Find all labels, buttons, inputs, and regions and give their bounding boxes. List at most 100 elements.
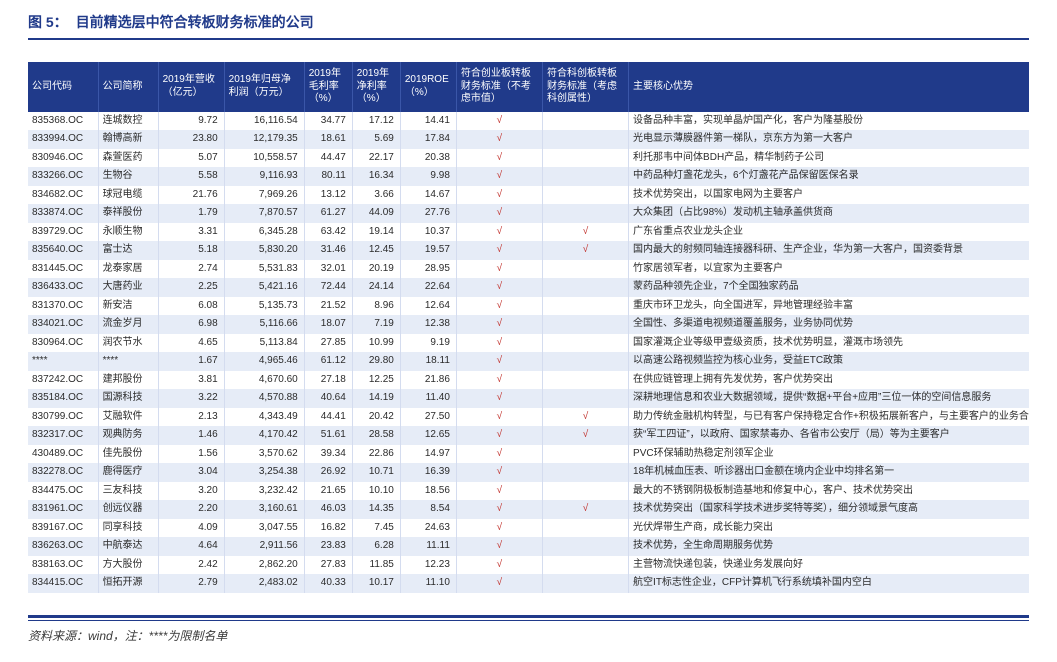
cell: 5,531.83: [224, 260, 304, 279]
cell: 观典防务: [98, 426, 158, 445]
cell: [542, 371, 628, 390]
cell: 9.98: [400, 167, 456, 186]
cell: 834682.OC: [28, 186, 98, 205]
cell: 4.64: [158, 537, 224, 556]
cell: 3.22: [158, 389, 224, 408]
cell: 10.71: [352, 463, 400, 482]
col-c0: 公司代码: [28, 62, 98, 112]
cell: 11.40: [400, 389, 456, 408]
table-row: 835368.OC连城数控9.7216,116.5434.7717.1214.4…: [28, 112, 1029, 131]
cell: 3.81: [158, 371, 224, 390]
cell: 4,343.49: [224, 408, 304, 427]
cell: [542, 186, 628, 205]
cell: 835640.OC: [28, 241, 98, 260]
cell: 61.27: [304, 204, 352, 223]
table-row: 831961.OC创远仪器2.203,160.6146.0314.358.54√…: [28, 500, 1029, 519]
cell: 9,116.93: [224, 167, 304, 186]
cell: 26.92: [304, 463, 352, 482]
cell: 63.42: [304, 223, 352, 242]
cell: 80.11: [304, 167, 352, 186]
cell: √: [456, 297, 542, 316]
cell: 61.12: [304, 352, 352, 371]
cell: 10.10: [352, 482, 400, 501]
cell: 1.56: [158, 445, 224, 464]
cell: 28.95: [400, 260, 456, 279]
cell: 17.12: [352, 112, 400, 131]
cell: 23.83: [304, 537, 352, 556]
cell: 839167.OC: [28, 519, 98, 538]
cell: 10.37: [400, 223, 456, 242]
cell: 21.86: [400, 371, 456, 390]
table-row: 831445.OC龙泰家居2.745,531.8332.0120.1928.95…: [28, 260, 1029, 279]
cell: 20.19: [352, 260, 400, 279]
cell: [542, 445, 628, 464]
cell: √: [456, 556, 542, 575]
cell: 12.38: [400, 315, 456, 334]
cell: ****: [98, 352, 158, 371]
cell: [542, 204, 628, 223]
cell: 大唐药业: [98, 278, 158, 297]
cell: 27.18: [304, 371, 352, 390]
cell: 18.56: [400, 482, 456, 501]
cell: 16.39: [400, 463, 456, 482]
cell: √: [542, 426, 628, 445]
cell: 32.01: [304, 260, 352, 279]
cell: 利托那韦中间体BDH产品，精华制药子公司: [629, 149, 1029, 168]
table-row: 839167.OC同享科技4.093,047.5516.827.4524.63√…: [28, 519, 1029, 538]
cell: 以高速公路视频监控为核心业务，受益ETC政策: [629, 352, 1029, 371]
cell: 22.86: [352, 445, 400, 464]
cell: 2.20: [158, 500, 224, 519]
cell: 竹家居领军者，以宜家为主要客户: [629, 260, 1029, 279]
cell: 6.08: [158, 297, 224, 316]
cell: 光电显示薄膜器件第一梯队，京东方为第一大客户: [629, 130, 1029, 149]
cell: 430489.OC: [28, 445, 98, 464]
cell: 832317.OC: [28, 426, 98, 445]
cell: 18.07: [304, 315, 352, 334]
cell: [542, 519, 628, 538]
data-table: 公司代码公司简称2019年营收（亿元）2019年归母净利润（万元）2019年毛利…: [28, 62, 1029, 593]
cell: 3,047.55: [224, 519, 304, 538]
cell: 830799.OC: [28, 408, 98, 427]
col-c7: 符合创业板转板财务标准（不考虑市值）: [456, 62, 542, 112]
cell: 830946.OC: [28, 149, 98, 168]
footer-rule-thick: [28, 615, 1029, 618]
cell: 6.98: [158, 315, 224, 334]
cell: 44.47: [304, 149, 352, 168]
cell: 72.44: [304, 278, 352, 297]
cell: 833266.OC: [28, 167, 98, 186]
cell: [542, 352, 628, 371]
cell: 31.46: [304, 241, 352, 260]
cell: 建邦股份: [98, 371, 158, 390]
cell: [542, 315, 628, 334]
cell: √: [542, 223, 628, 242]
cell: 839729.OC: [28, 223, 98, 242]
cell: 831445.OC: [28, 260, 98, 279]
cell: 4,965.46: [224, 352, 304, 371]
data-table-wrap: 公司代码公司简称2019年营收（亿元）2019年归母净利润（万元）2019年毛利…: [28, 62, 1029, 593]
col-c1: 公司简称: [98, 62, 158, 112]
cell: √: [456, 241, 542, 260]
table-row: 832317.OC观典防务1.464,170.4251.6128.5812.65…: [28, 426, 1029, 445]
cell: 鹿得医疗: [98, 463, 158, 482]
cell: √: [456, 334, 542, 353]
cell: 国内最大的射频同轴连接器科研、生产企业，华为第一大客户，国资委背景: [629, 241, 1029, 260]
cell: 1.67: [158, 352, 224, 371]
cell: 2.25: [158, 278, 224, 297]
cell: 新安洁: [98, 297, 158, 316]
title-rule: [28, 38, 1029, 40]
cell: 40.64: [304, 389, 352, 408]
cell: 4,670.60: [224, 371, 304, 390]
cell: 重庆市环卫龙头，向全国进军，异地管理经验丰富: [629, 297, 1029, 316]
cell: √: [456, 130, 542, 149]
table-row: 833994.OC翰博高新23.8012,179.3518.615.6917.8…: [28, 130, 1029, 149]
table-row: 830946.OC森萱医药5.0710,558.5744.4722.1720.3…: [28, 149, 1029, 168]
cell: 16.34: [352, 167, 400, 186]
table-row: 836433.OC大唐药业2.255,421.1672.4424.1422.64…: [28, 278, 1029, 297]
cell: 6,345.28: [224, 223, 304, 242]
cell: 艾融软件: [98, 408, 158, 427]
cell: [542, 297, 628, 316]
cell: [542, 556, 628, 575]
cell: 富士达: [98, 241, 158, 260]
cell: 44.09: [352, 204, 400, 223]
cell: 8.54: [400, 500, 456, 519]
